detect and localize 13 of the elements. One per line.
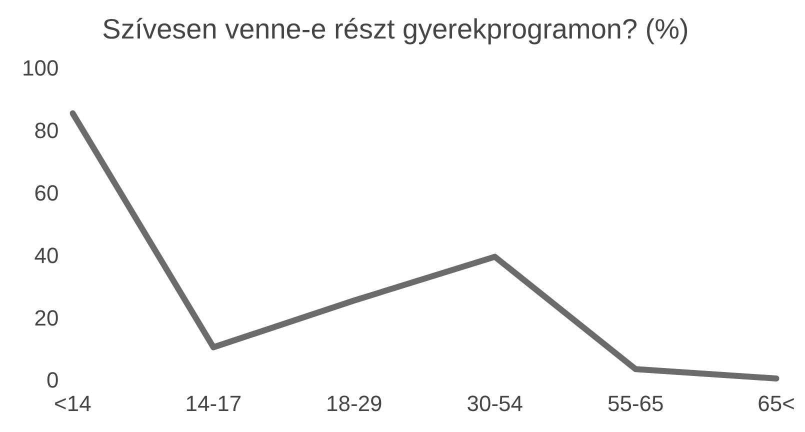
y-tick-label: 0 [46, 368, 59, 393]
x-tick-label: 30-54 [466, 390, 524, 416]
x-tick-label: 18-29 [326, 390, 382, 416]
y-tick-label: 80 [34, 118, 59, 144]
chart-title: Szívesen venne-e részt gyerekprogramon? (%) [102, 14, 689, 45]
x-tick-label: 55-65 [607, 390, 664, 416]
y-tick-label: 40 [34, 242, 59, 268]
y-tick-label: 60 [34, 180, 59, 206]
x-tick-label: 14-17 [185, 390, 242, 416]
y-tick-label: 20 [34, 305, 59, 330]
x-tick-label: <14 [54, 390, 92, 416]
x-tick-label: 65< [758, 390, 796, 416]
y-tick-label: 100 [22, 56, 59, 81]
